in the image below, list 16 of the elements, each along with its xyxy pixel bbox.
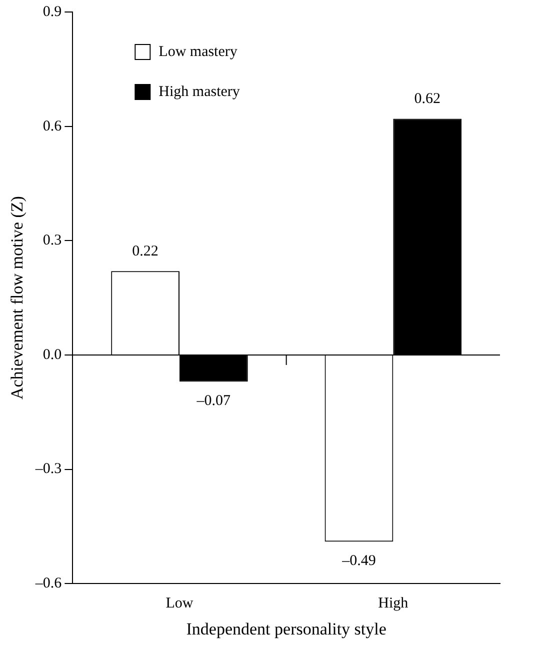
y-axis-title: Achievement flow motive (Z) xyxy=(8,196,27,400)
data-label: –0.07 xyxy=(196,393,232,410)
x-axis-title: Independent personality style xyxy=(186,619,386,638)
data-label: 0.22 xyxy=(132,244,158,260)
y-tick-label: 0.3 xyxy=(42,232,62,249)
y-tick-label: –0.3 xyxy=(34,461,62,478)
data-label: –0.49 xyxy=(341,553,376,570)
y-tick-label: 0.0 xyxy=(42,346,62,363)
y-tick-label: –0.6 xyxy=(34,576,62,592)
data-label: 0.62 xyxy=(414,91,440,108)
x-tick-label: High xyxy=(378,596,409,612)
legend-label: High mastery xyxy=(158,84,240,100)
x-tick-label: Low xyxy=(166,596,194,612)
y-tick-label: 0.9 xyxy=(42,4,62,20)
legend-label: Low mastery xyxy=(158,44,238,60)
y-tick-label: 0.6 xyxy=(42,118,62,134)
